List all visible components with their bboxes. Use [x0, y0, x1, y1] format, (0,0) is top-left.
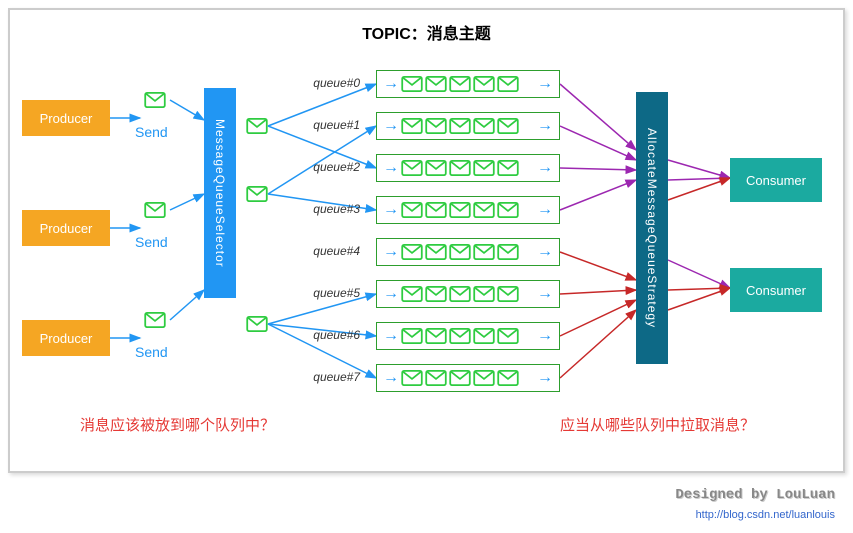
arrow-out-icon: →: [537, 75, 553, 93]
arrow-out-icon: →: [537, 327, 553, 345]
envelope-icon: [144, 202, 166, 223]
send-label: Send: [135, 234, 168, 250]
producer-box: Producer: [22, 320, 110, 356]
queue-label: queue#2: [300, 160, 360, 174]
queue-label: queue#1: [300, 118, 360, 132]
arrow-in-icon: →: [383, 243, 399, 261]
arrow-out-icon: →: [537, 243, 553, 261]
consumer-label: Consumer: [746, 173, 806, 188]
arrow-in-icon: →: [383, 327, 399, 345]
arrow-out-icon: →: [537, 159, 553, 177]
send-label: Send: [135, 124, 168, 140]
arrow-out-icon: →: [537, 369, 553, 387]
queue-label: queue#4: [300, 244, 360, 258]
selector-label: MessageQueueSelector: [213, 119, 227, 268]
queue-box: → →: [376, 238, 560, 266]
consumer-label: Consumer: [746, 283, 806, 298]
question-right: 应当从哪些队列中拉取消息？: [560, 414, 755, 435]
queue-box: → →: [376, 112, 560, 140]
consumer-box: Consumer: [730, 158, 822, 202]
credit-url: http://blog.csdn.net/luanlouis: [696, 509, 835, 521]
envelope-icon: [246, 186, 268, 207]
queue-label: queue#7: [300, 370, 360, 384]
question-left: 消息应该被放到哪个队列中？: [80, 414, 275, 435]
arrow-in-icon: →: [383, 159, 399, 177]
producer-label: Producer: [40, 331, 93, 346]
allocate-strategy: AllocateMessageQueueStrategy: [636, 92, 668, 364]
envelope-icon: [246, 118, 268, 139]
queue-box: → →: [376, 364, 560, 392]
allocator-label: AllocateMessageQueueStrategy: [645, 128, 659, 328]
arrow-in-icon: →: [383, 75, 399, 93]
producer-label: Producer: [40, 111, 93, 126]
credit-text: Designed by LouLuan: [675, 487, 835, 503]
arrow-in-icon: →: [383, 201, 399, 219]
send-label: Send: [135, 344, 168, 360]
queue-box: → →: [376, 280, 560, 308]
producer-box: Producer: [22, 210, 110, 246]
arrow-out-icon: →: [537, 201, 553, 219]
queue-label: queue#6: [300, 328, 360, 342]
queue-label: queue#3: [300, 202, 360, 216]
consumer-box: Consumer: [730, 268, 822, 312]
queue-label: queue#5: [300, 286, 360, 300]
arrow-in-icon: →: [383, 369, 399, 387]
envelope-icon: [144, 312, 166, 333]
queue-box: → →: [376, 70, 560, 98]
arrow-out-icon: →: [537, 117, 553, 135]
queue-box: → →: [376, 196, 560, 224]
producer-label: Producer: [40, 221, 93, 236]
envelope-icon: [246, 316, 268, 337]
arrow-out-icon: →: [537, 285, 553, 303]
arrow-in-icon: →: [383, 285, 399, 303]
queue-box: → →: [376, 154, 560, 182]
message-queue-selector: MessageQueueSelector: [204, 88, 236, 298]
envelope-icon: [144, 92, 166, 113]
diagram-title: TOPIC：消息主题: [0, 20, 853, 44]
queue-label: queue#0: [300, 76, 360, 90]
queue-box: → →: [376, 322, 560, 350]
producer-box: Producer: [22, 100, 110, 136]
arrow-in-icon: →: [383, 117, 399, 135]
